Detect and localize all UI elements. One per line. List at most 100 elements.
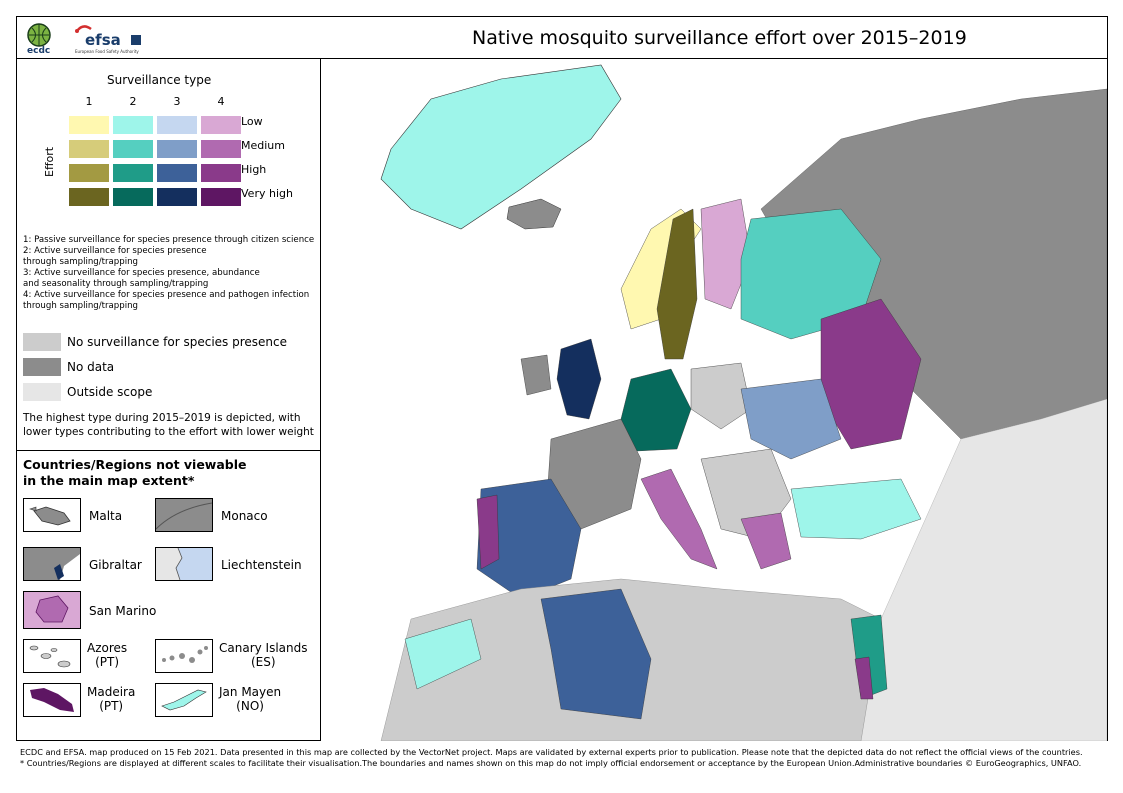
type-number-2: 2 (129, 95, 137, 108)
svg-text:European Food Safety Authority: European Food Safety Authority (75, 49, 139, 54)
header: ecdc efsa European Food Safety Authority… (17, 17, 1107, 59)
canary-name: Canary Islands (219, 641, 308, 655)
azores-country: (PT) (95, 655, 120, 669)
insets-title: Countries/Regions not viewable in the ma… (23, 457, 247, 489)
region-ireland (520, 354, 552, 396)
footer-line-1: ECDC and EFSA. map produced on 15 Feb 20… (20, 747, 1083, 757)
region-iberia (476, 478, 582, 600)
effort-label-high: High (241, 163, 267, 176)
region-ukraine-west (740, 378, 842, 460)
swatch-type4-high (201, 164, 241, 182)
map-svg (321, 59, 1107, 741)
type-number-1: 1 (85, 95, 93, 108)
swatch-type1-very-high (69, 188, 109, 206)
no-surveillance-label: No surveillance for species presence (67, 335, 288, 349)
insets-title-line: in the main map extent* (23, 473, 195, 488)
madeira-label: Madeira (PT) (87, 685, 135, 713)
san-marino-label: San Marino (89, 604, 157, 618)
insets-title-line: Countries/Regions not viewable (23, 457, 247, 472)
note-line: 3: Active surveillance for species prese… (23, 268, 260, 278)
region-greece (740, 512, 792, 570)
footer: ECDC and EFSA. map produced on 15 Feb 20… (20, 747, 1110, 769)
canary-country: (ES) (250, 655, 276, 669)
canary-islands-label: Canary Islands (ES) (219, 641, 308, 669)
swatch-type1-low (69, 116, 109, 134)
effort-label-medium: Medium (241, 139, 285, 152)
ecdc-logo: ecdc (27, 23, 51, 56)
efsa-logo: efsa European Food Safety Authority (69, 21, 159, 55)
region-greenland (380, 64, 622, 230)
note-line: through sampling/trapping (23, 301, 139, 311)
no-data-label: No data (67, 360, 115, 374)
liechtenstein-label: Liechtenstein (221, 558, 302, 572)
map-frame: ecdc efsa European Food Safety Authority… (16, 16, 1108, 741)
monaco-label: Monaco (221, 509, 268, 523)
map-title: Native mosquito surveillance effort over… (472, 27, 967, 49)
effort-label-very-high: Very high (241, 187, 293, 200)
highest-type-note: The highest type during 2015–2019 is dep… (23, 411, 319, 439)
note-line: 4: Active surveillance for species prese… (23, 290, 310, 300)
inset-liechtenstein (155, 547, 213, 581)
region-italy (640, 468, 718, 570)
inset-madeira (23, 683, 81, 717)
legend-main: Surveillance type 1 2 3 4 Effort Low Med… (17, 59, 320, 451)
inset-gibraltar (23, 547, 81, 581)
region-poland (690, 362, 752, 430)
legend-panel: Surveillance type 1 2 3 4 Effort Low Med… (17, 59, 321, 741)
note-line: through sampling/trapping (23, 257, 139, 267)
madeira-name: Madeira (87, 685, 136, 699)
inset-malta (23, 498, 81, 532)
swatch-type1-high (69, 164, 109, 182)
region-portugal (476, 494, 500, 570)
inset-canary-islands (155, 639, 213, 673)
note-line: 1: Passive surveillance for species pres… (23, 235, 315, 245)
swatch-type2-medium (113, 140, 153, 158)
malta-label: Malta (89, 509, 123, 523)
no-surveillance-swatch (23, 333, 61, 351)
no-data-swatch (23, 358, 61, 376)
inset-san-marino (23, 591, 81, 629)
swatch-type2-high (113, 164, 153, 182)
azores-name: Azores (87, 641, 128, 655)
swatch-type2-very-high (113, 188, 153, 206)
note-line: and seasonality through sampling/trappin… (23, 279, 209, 289)
azores-label: Azores (PT) (87, 641, 127, 669)
swatch-type1-medium (69, 140, 109, 158)
region-algeria (540, 588, 652, 720)
outside-scope-swatch (23, 383, 61, 401)
swatch-type2-low (113, 116, 153, 134)
jan-mayen-name: Jan Mayen (219, 685, 282, 699)
region-egypt-south (854, 656, 874, 700)
effort-label-low: Low (241, 115, 263, 128)
swatch-type3-very-high (157, 188, 197, 206)
region-morocco (404, 618, 482, 690)
highest-note-line: lower types contributing to the effort w… (23, 426, 314, 438)
inset-azores (23, 639, 81, 673)
swatch-type4-very-high (201, 188, 241, 206)
svg-text:efsa: efsa (85, 31, 121, 49)
swatch-type3-high (157, 164, 197, 182)
jan-mayen-country: (NO) (236, 699, 264, 713)
europe-map (321, 59, 1107, 741)
swatch-type4-low (201, 116, 241, 134)
surveillance-type-notes: 1: Passive surveillance for species pres… (23, 235, 319, 312)
type-number-4: 4 (217, 95, 225, 108)
gibraltar-label: Gibraltar (89, 558, 142, 572)
region-uk (556, 338, 602, 420)
swatch-type3-low (157, 116, 197, 134)
effort-axis-label: Effort (43, 146, 56, 177)
region-iceland (506, 198, 562, 230)
swatch-type3-medium (157, 140, 197, 158)
highest-note-line: The highest type during 2015–2019 is dep… (23, 412, 301, 424)
swatch-type4-medium (201, 140, 241, 158)
footer-line-2: * Countries/Regions are displayed at dif… (20, 758, 1082, 768)
note-line: 2: Active surveillance for species prese… (23, 246, 207, 256)
type-number-3: 3 (173, 95, 181, 108)
surveillance-type-title: Surveillance type (107, 73, 212, 87)
madeira-country: (PT) (99, 699, 124, 713)
region-outside-east (840, 398, 1107, 741)
region-sweden (656, 208, 698, 360)
inset-monaco (155, 498, 213, 532)
svg-text:ecdc: ecdc (27, 46, 50, 55)
jan-mayen-label: Jan Mayen (NO) (219, 685, 281, 713)
